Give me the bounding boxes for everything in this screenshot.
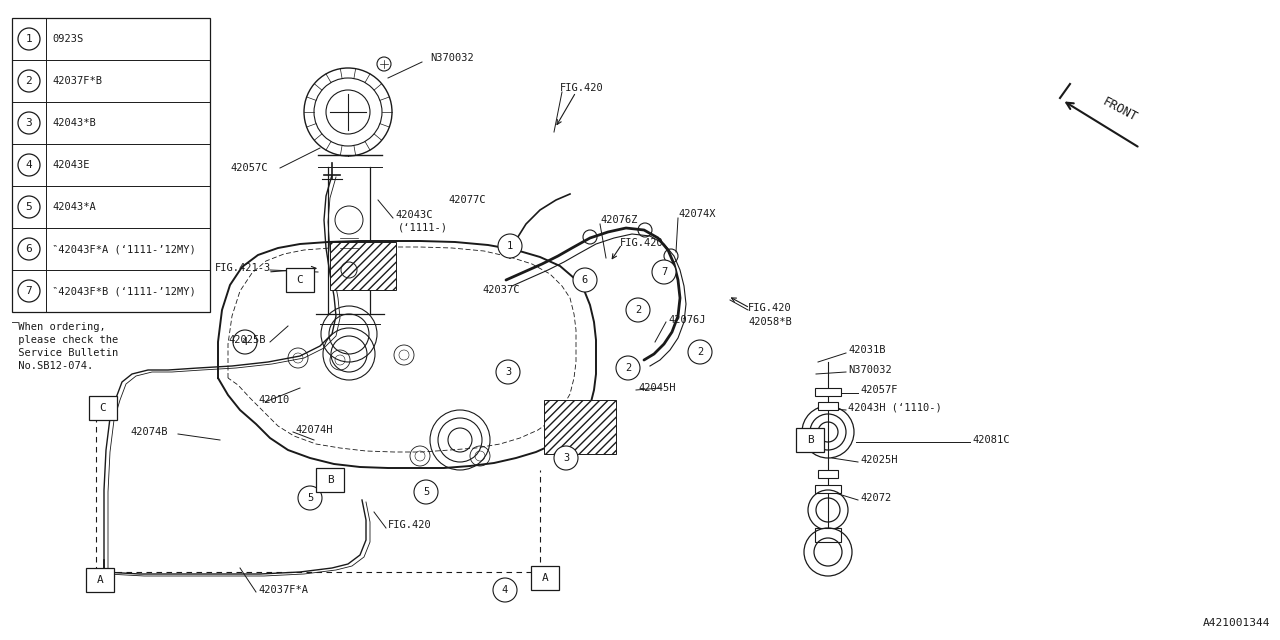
- Text: N370032: N370032: [849, 365, 892, 375]
- Text: 3: 3: [26, 118, 32, 128]
- Bar: [796, 428, 824, 452]
- Text: 6: 6: [26, 244, 32, 254]
- Text: B: B: [326, 475, 333, 485]
- Text: 42043*B: 42043*B: [52, 118, 96, 128]
- Circle shape: [626, 298, 650, 322]
- Bar: [818, 402, 838, 410]
- Bar: [330, 242, 396, 290]
- Text: N370032: N370032: [430, 53, 474, 63]
- Text: 42010: 42010: [259, 395, 289, 405]
- Text: 42037F*A: 42037F*A: [259, 585, 308, 595]
- Circle shape: [573, 268, 596, 292]
- Text: 42037C: 42037C: [483, 285, 520, 295]
- Text: 42025B: 42025B: [228, 335, 265, 345]
- Text: B: B: [806, 435, 813, 445]
- Text: 2: 2: [26, 76, 32, 86]
- Circle shape: [616, 356, 640, 380]
- Text: FRONT: FRONT: [1101, 95, 1139, 125]
- Text: 3: 3: [563, 453, 570, 463]
- Text: 2: 2: [625, 363, 631, 373]
- Text: 4: 4: [26, 160, 32, 170]
- Text: A: A: [541, 573, 548, 583]
- Text: A421001344: A421001344: [1202, 618, 1270, 628]
- Text: C: C: [297, 275, 303, 285]
- Circle shape: [497, 360, 520, 384]
- Text: 42076Z: 42076Z: [600, 215, 637, 225]
- Circle shape: [493, 578, 517, 602]
- Text: 42058*B: 42058*B: [748, 317, 792, 327]
- Bar: [818, 470, 838, 478]
- Text: 42043C: 42043C: [396, 210, 433, 220]
- Text: 42081C: 42081C: [972, 435, 1010, 445]
- Text: A: A: [96, 575, 104, 585]
- Text: 7: 7: [660, 267, 667, 277]
- Bar: [815, 388, 841, 396]
- Text: FIG.420: FIG.420: [388, 520, 431, 530]
- Text: 5: 5: [307, 493, 314, 503]
- Text: FIG.420: FIG.420: [561, 83, 604, 93]
- Text: FIG.421-3: FIG.421-3: [215, 263, 271, 273]
- Text: 6: 6: [582, 275, 588, 285]
- Circle shape: [498, 234, 522, 258]
- Text: ‶42043F*A (‘1111-’12MY): ‶42043F*A (‘1111-’12MY): [52, 244, 196, 254]
- Text: 42031B: 42031B: [849, 345, 886, 355]
- Text: 42057C: 42057C: [230, 163, 268, 173]
- Text: 42043H (‘1110-): 42043H (‘1110-): [849, 403, 942, 413]
- Text: 42043E: 42043E: [52, 160, 90, 170]
- Circle shape: [652, 260, 676, 284]
- Bar: [86, 568, 114, 592]
- Text: 1: 1: [26, 34, 32, 44]
- Text: 2: 2: [696, 347, 703, 357]
- Bar: [815, 485, 841, 493]
- Text: FIG.420: FIG.420: [620, 238, 664, 248]
- Text: 42076J: 42076J: [668, 315, 705, 325]
- Text: 3: 3: [504, 367, 511, 377]
- Text: ‶42043F*B (‘1111-’12MY): ‶42043F*B (‘1111-’12MY): [52, 286, 196, 296]
- Text: 42045H: 42045H: [637, 383, 676, 393]
- Text: Service Bulletin: Service Bulletin: [12, 348, 118, 358]
- Bar: [815, 528, 841, 542]
- Text: No.SB12-074.: No.SB12-074.: [12, 361, 93, 371]
- Bar: [531, 566, 559, 590]
- Text: 42077C: 42077C: [448, 195, 485, 205]
- Circle shape: [413, 480, 438, 504]
- Bar: [316, 468, 344, 492]
- Text: 5: 5: [26, 202, 32, 212]
- Text: please check the: please check the: [12, 335, 118, 345]
- Text: (‘1111-): (‘1111-): [398, 223, 448, 233]
- Circle shape: [233, 330, 257, 354]
- Text: 4: 4: [242, 337, 248, 347]
- Text: 2: 2: [635, 305, 641, 315]
- Text: ‾When ordering,: ‾When ordering,: [12, 322, 106, 332]
- Bar: [285, 268, 314, 292]
- Text: C: C: [100, 403, 106, 413]
- Circle shape: [554, 446, 579, 470]
- Circle shape: [298, 486, 323, 510]
- Text: 1: 1: [507, 241, 513, 251]
- Bar: [12, 18, 210, 312]
- Circle shape: [689, 340, 712, 364]
- Text: 42074B: 42074B: [131, 427, 168, 437]
- Bar: [544, 400, 616, 454]
- Bar: [90, 396, 116, 420]
- Text: 4: 4: [502, 585, 508, 595]
- Text: 42057F: 42057F: [860, 385, 897, 395]
- Text: 42074X: 42074X: [678, 209, 716, 219]
- Text: 5: 5: [422, 487, 429, 497]
- Text: 42074H: 42074H: [294, 425, 333, 435]
- Text: 0923S: 0923S: [52, 34, 83, 44]
- Text: FIG.420: FIG.420: [748, 303, 792, 313]
- Text: 7: 7: [26, 286, 32, 296]
- Text: 42072: 42072: [860, 493, 891, 503]
- Text: 42037F*B: 42037F*B: [52, 76, 102, 86]
- Text: 42043*A: 42043*A: [52, 202, 96, 212]
- Text: 42025H: 42025H: [860, 455, 897, 465]
